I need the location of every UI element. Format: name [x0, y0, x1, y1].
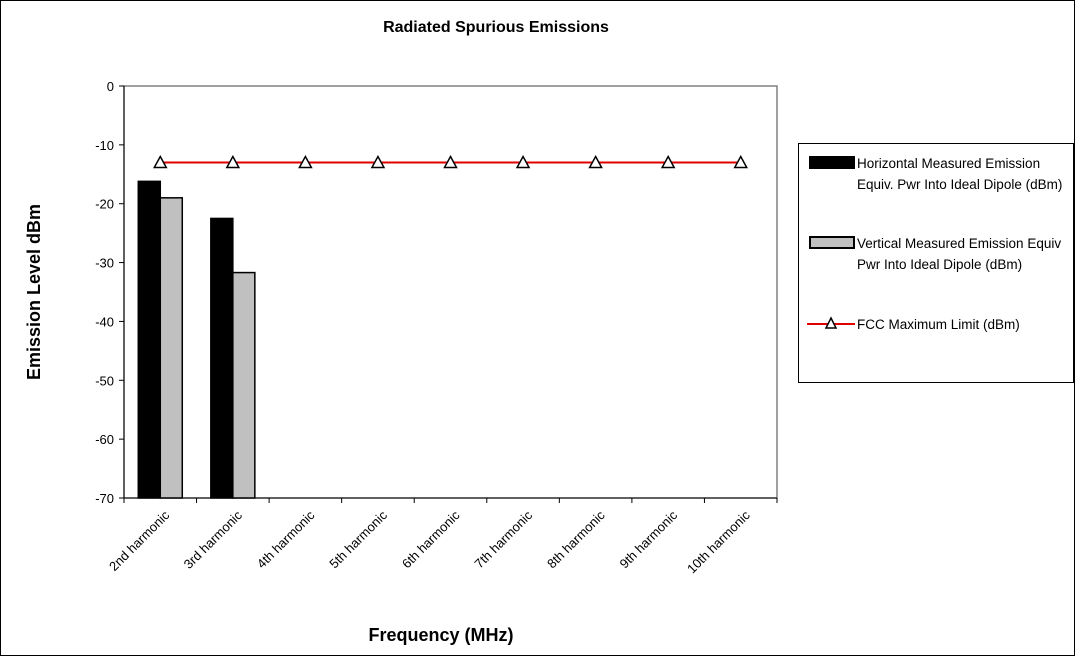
y-tick-label: -10: [95, 138, 114, 153]
bar-horizontal: [210, 217, 234, 499]
bar-series: [137, 180, 256, 499]
y-tick-label: -20: [95, 197, 114, 212]
x-tick-label: 6th harmonic: [399, 507, 463, 571]
legend-label-horizontal: Horizontal Measured Emission Equiv. Pwr …: [857, 156, 1063, 192]
y-tick-label: -30: [95, 256, 114, 271]
x-tick-label: 9th harmonic: [617, 507, 681, 571]
y-axis-ticks: 0 -10 -20 -30 -40 -50 -60 -70: [95, 79, 124, 506]
x-tick-label: 3rd harmonic: [181, 507, 246, 572]
limit-point-marker: [515, 154, 531, 169]
x-tick-label: 5th harmonic: [326, 507, 390, 571]
bar-vertical: [232, 271, 256, 499]
bar-horizontal: [137, 180, 162, 499]
x-tick-label: 7th harmonic: [471, 507, 535, 571]
x-tick-label: 10th harmonic: [684, 507, 753, 576]
y-tick-label: -40: [95, 314, 114, 329]
limit-point-marker: [225, 154, 241, 169]
limit-point-marker: [443, 154, 458, 169]
y-tick-label: 0: [107, 79, 114, 94]
chart-title: Radiated Spurious Emissions: [383, 19, 609, 36]
legend: Horizontal Measured Emission Equiv. Pwr …: [798, 143, 1074, 383]
bar-vertical: [159, 197, 184, 499]
limit-point-marker: [153, 154, 168, 169]
x-axis-ticks: 2nd harmonic 3rd harmonic 4th harmonic 5th …: [106, 498, 778, 576]
y-tick-label: -60: [95, 432, 114, 447]
legend-swatch-horizontal: [809, 156, 855, 169]
legend-label-fcc-limit: FCC Maximum Limit (dBm): [857, 317, 1020, 332]
limit-line-series: [153, 154, 748, 169]
legend-swatch-fcc-limit: [807, 316, 855, 329]
y-tick-label: -70: [95, 491, 114, 506]
legend-swatch-vertical: [809, 236, 855, 249]
legend-label-vertical: Vertical Measured Emission Equiv Pwr Int…: [857, 236, 1062, 272]
limit-point-marker: [298, 154, 313, 169]
limit-point-marker: [370, 154, 386, 169]
y-tick-label: -50: [95, 373, 114, 388]
x-tick-label: 2nd harmonic: [106, 507, 173, 574]
limit-point-marker: [660, 154, 676, 169]
x-tick-label: 8th harmonic: [544, 507, 608, 571]
x-axis-title: Frequency (MHz): [368, 625, 513, 645]
y-axis-title: Emission Level dBm: [24, 204, 44, 380]
limit-point-marker: [588, 154, 603, 169]
limit-point-marker: [733, 154, 748, 169]
x-tick-label: 4th harmonic: [254, 507, 318, 571]
